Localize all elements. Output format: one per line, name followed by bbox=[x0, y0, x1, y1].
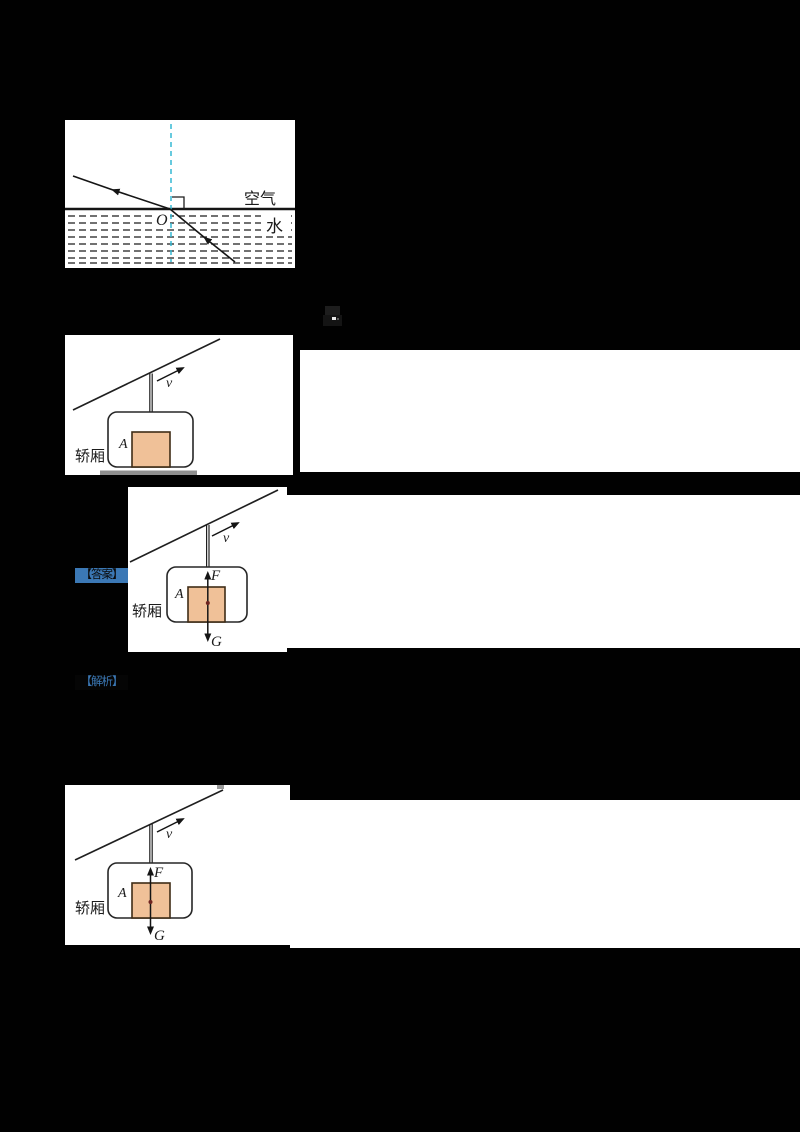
block-label: A bbox=[118, 437, 128, 452]
cable-car-figure-2: v A F G 轿厢 bbox=[128, 487, 287, 652]
block-label: A bbox=[117, 886, 127, 901]
cabin-label: 轿厢 bbox=[75, 448, 105, 465]
point-label-clearing bbox=[152, 211, 170, 227]
cabin-label: 轿厢 bbox=[75, 900, 105, 917]
blank-content-band-1 bbox=[300, 350, 800, 472]
cabin-label: 轿厢 bbox=[132, 603, 162, 620]
scan-artifact-strip bbox=[100, 470, 197, 475]
cable-line bbox=[74, 789, 224, 861]
weight-label: G bbox=[154, 928, 165, 944]
artifact-blob bbox=[325, 306, 340, 315]
center-of-mass-dot bbox=[148, 900, 153, 904]
hanger-bar bbox=[149, 373, 153, 412]
incidence-point-label: O bbox=[156, 212, 168, 229]
water-label: 水 bbox=[266, 217, 283, 236]
artifact-blob bbox=[323, 315, 342, 326]
artifact-speck bbox=[332, 317, 336, 320]
answer-badge: 【答案】 bbox=[75, 568, 128, 583]
hanger-bar bbox=[149, 824, 153, 863]
water-label-clearing bbox=[261, 215, 291, 236]
force-up-label: F bbox=[210, 568, 221, 584]
cable-line bbox=[72, 338, 221, 411]
scan-artifact-patch bbox=[217, 785, 224, 789]
velocity-arrow bbox=[156, 367, 185, 382]
velocity-arrow bbox=[211, 522, 240, 537]
force-up-label: F bbox=[153, 865, 164, 881]
block-label: A bbox=[174, 587, 184, 602]
blank-content-band-3 bbox=[290, 800, 800, 948]
velocity-arrow bbox=[156, 818, 185, 833]
incident-ray bbox=[169, 208, 236, 263]
right-angle-mark bbox=[172, 196, 185, 209]
center-of-mass-dot bbox=[205, 601, 210, 605]
refraction-figure: 空气 水 O bbox=[65, 120, 295, 268]
cable-car-figure-1: v A 轿厢 bbox=[65, 335, 293, 475]
hanger-bar bbox=[205, 525, 210, 567]
cable-line bbox=[129, 489, 279, 563]
air-label: 空气 bbox=[244, 190, 276, 208]
weight-label: G bbox=[211, 634, 222, 650]
artifact-speck bbox=[337, 318, 339, 320]
cable-car-figure-3: v A F G 轿厢 bbox=[65, 785, 290, 945]
block-a bbox=[131, 431, 171, 468]
water-dash-pattern bbox=[68, 215, 292, 264]
velocity-label: v bbox=[166, 827, 173, 842]
blank-content-band-2 bbox=[287, 495, 800, 648]
velocity-label: v bbox=[223, 531, 230, 546]
velocity-label: v bbox=[166, 376, 173, 391]
refracted-ray bbox=[72, 175, 171, 210]
analysis-badge: 【解析】 bbox=[75, 675, 128, 690]
faint-render-artifact bbox=[322, 304, 348, 330]
